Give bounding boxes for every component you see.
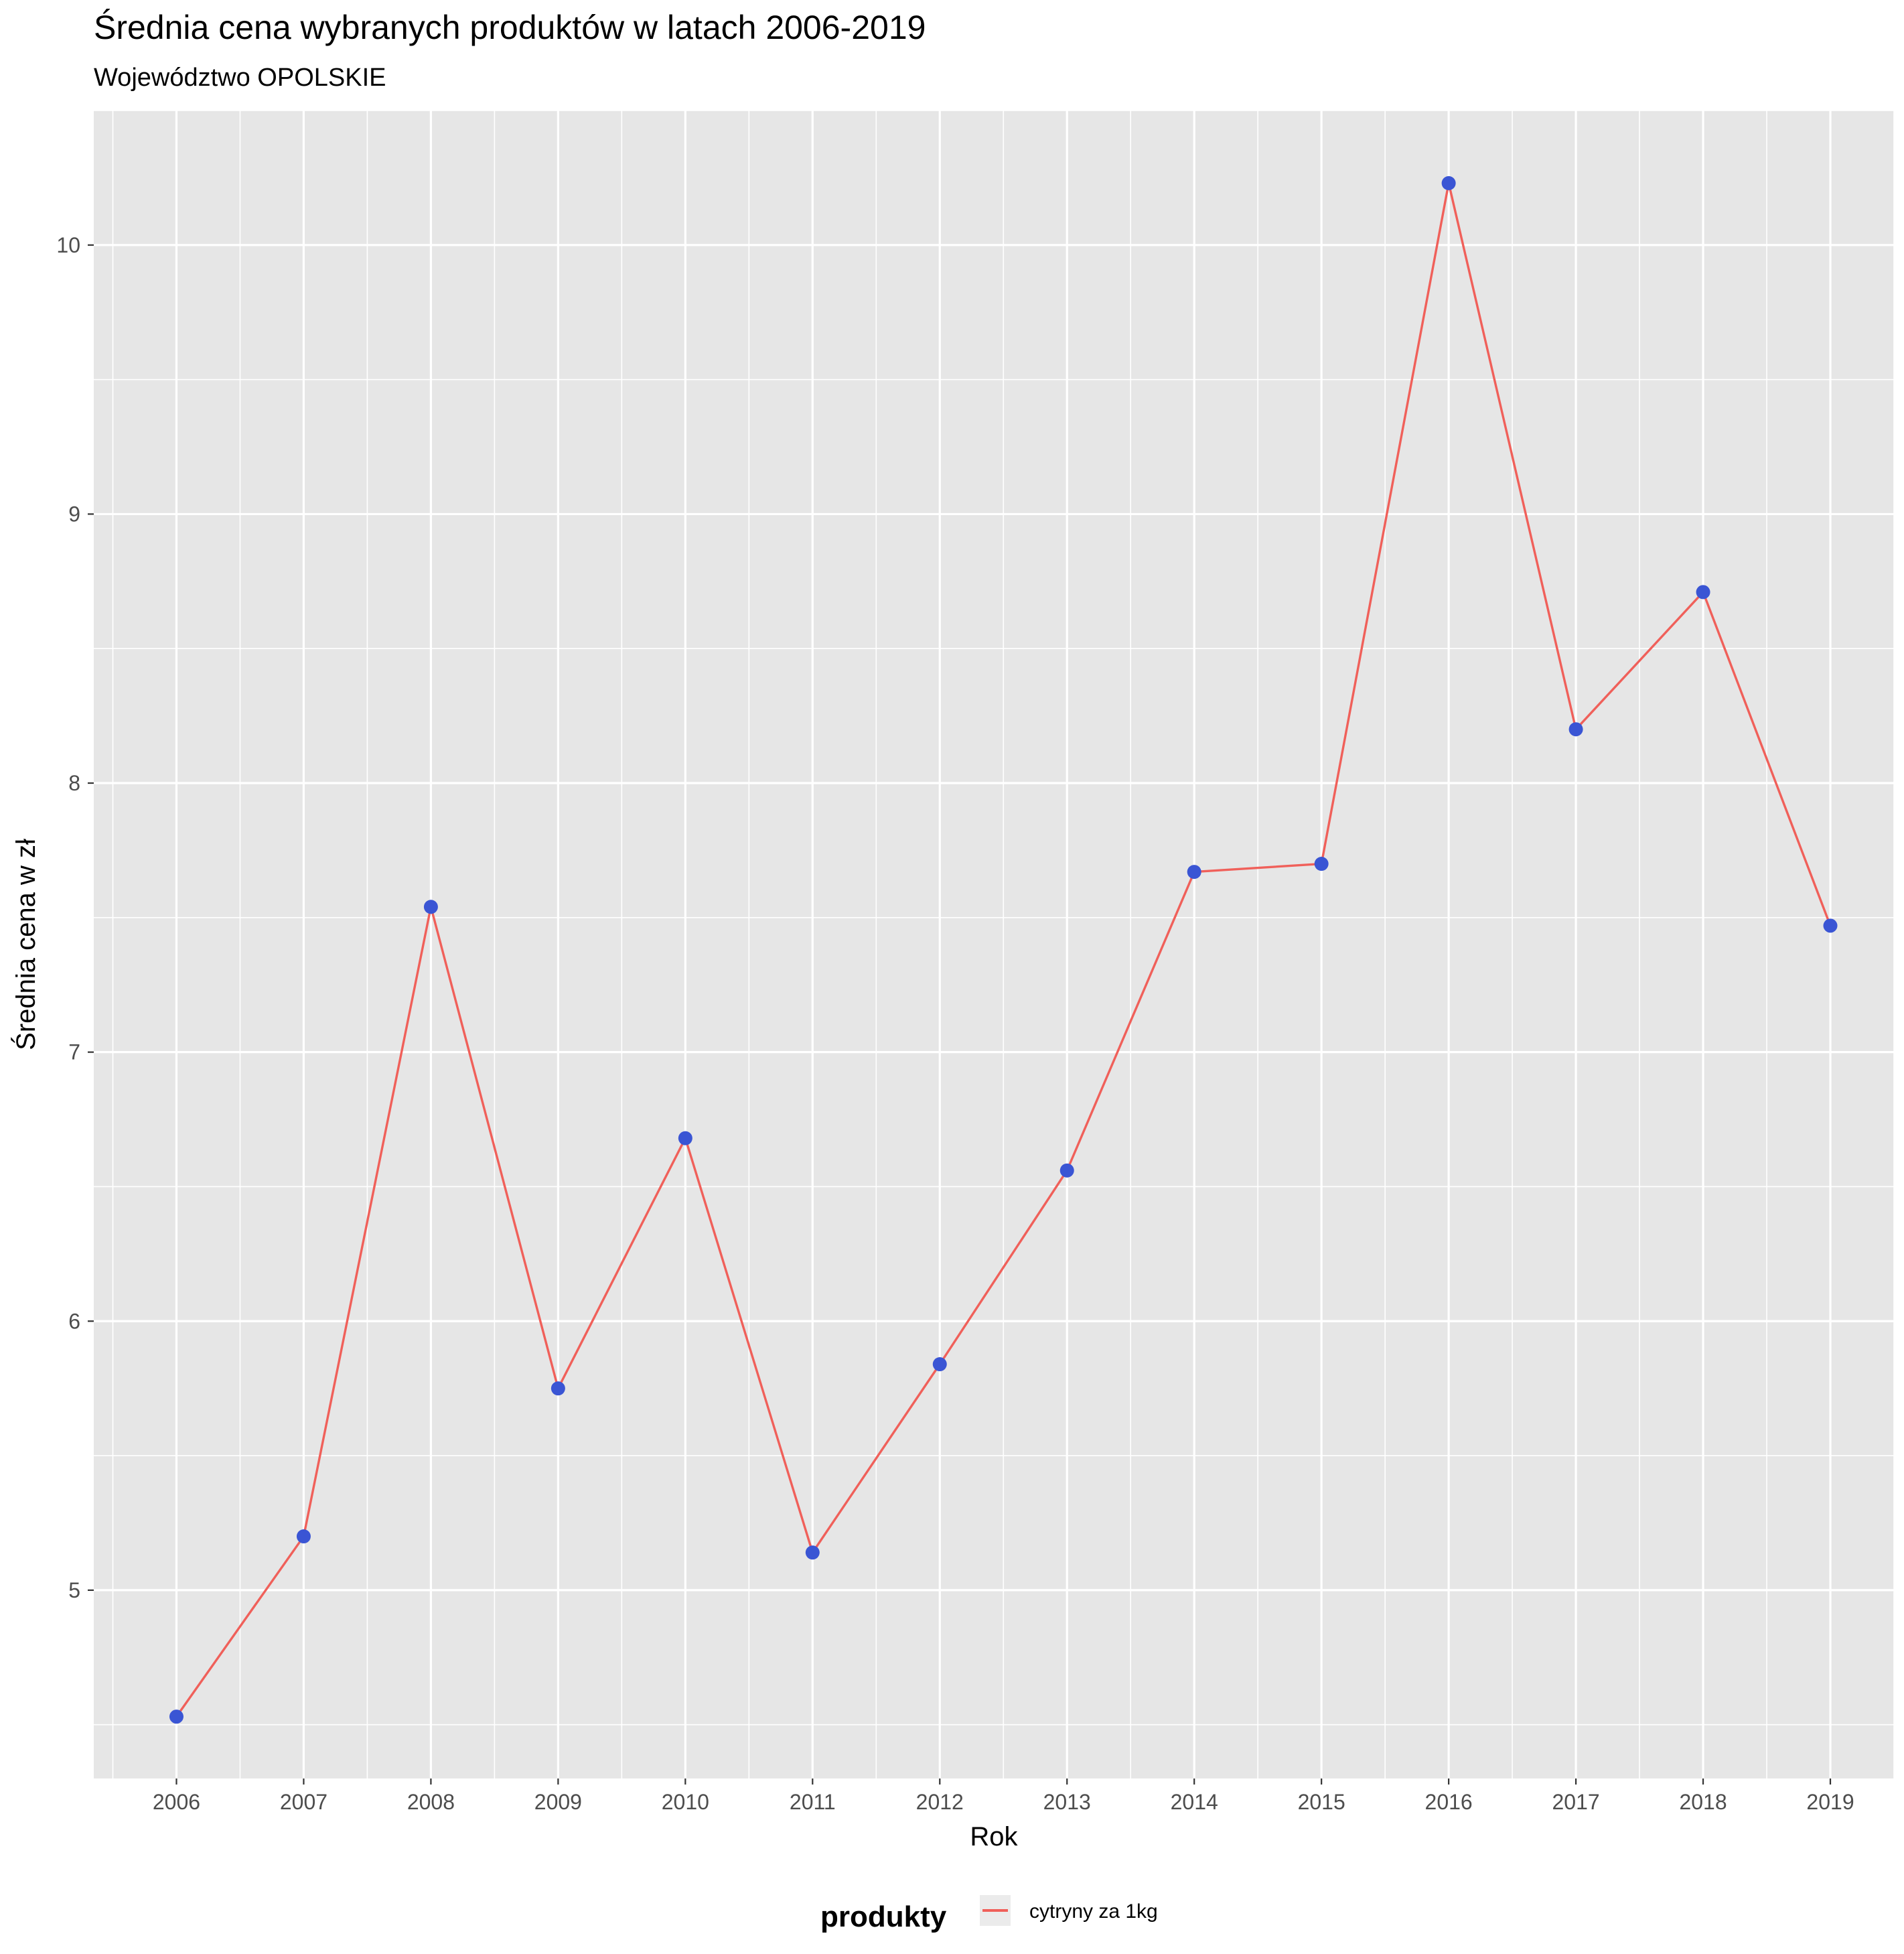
- x-tick-label: 2007: [280, 1790, 327, 1814]
- x-tick-label: 2012: [916, 1790, 964, 1814]
- x-tick-label: 2010: [662, 1790, 709, 1814]
- data-point: [1314, 857, 1329, 871]
- data-point: [169, 1709, 184, 1724]
- x-axis: 2006 2007 2008 2009 2010 2011 2012 2013 2014 2015…: [153, 1778, 1854, 1814]
- data-point: [1187, 865, 1201, 880]
- chart-title: Średnia cena wybranych produktów w latac…: [94, 8, 926, 46]
- legend: produkty cytryny za 1kg: [820, 1895, 1158, 1933]
- y-tick-label: 8: [68, 771, 80, 795]
- grid-major: [94, 111, 1894, 1778]
- y-axis: 5 6 7 8 9 10: [56, 233, 94, 1602]
- x-tick-label: 2018: [1679, 1790, 1727, 1814]
- legend-title: produkty: [820, 1900, 947, 1933]
- data-point: [1696, 585, 1710, 600]
- series-lines: [175, 182, 1832, 1718]
- data-point: [551, 1381, 565, 1396]
- x-tick-label: 2019: [1806, 1790, 1854, 1814]
- y-tick-label: 7: [68, 1040, 80, 1064]
- legend-label: cytryny za 1kg: [1029, 1900, 1158, 1923]
- plot-panel: [94, 111, 1894, 1778]
- y-tick-label: 6: [68, 1309, 80, 1333]
- series-line: [175, 182, 1832, 1718]
- data-point: [932, 1357, 947, 1372]
- grid-minor: [94, 110, 1895, 1778]
- x-tick-label: 2009: [534, 1790, 582, 1814]
- chart-subtitle: Województwo OPOLSKIE: [94, 64, 386, 92]
- y-axis-title: Średnia cena w zł: [10, 839, 41, 1050]
- data-point: [296, 1529, 311, 1544]
- x-tick-label: 2006: [153, 1790, 200, 1814]
- x-tick-label: 2016: [1425, 1790, 1473, 1814]
- y-tick-label: 10: [56, 233, 80, 257]
- x-tick-label: 2014: [1171, 1790, 1218, 1814]
- x-tick-label: 2017: [1552, 1790, 1599, 1814]
- data-point: [1441, 176, 1456, 190]
- series-points: [169, 176, 1838, 1724]
- x-tick-label: 2011: [790, 1790, 836, 1814]
- x-axis-title: Rok: [970, 1822, 1018, 1852]
- x-tick-label: 2013: [1043, 1790, 1091, 1814]
- data-point: [1059, 1163, 1074, 1178]
- x-tick-label: 2015: [1298, 1790, 1345, 1814]
- data-point: [423, 900, 438, 914]
- data-point: [805, 1545, 820, 1560]
- x-tick-label: 2008: [407, 1790, 455, 1814]
- y-tick-label: 9: [68, 502, 80, 526]
- y-tick-label: 5: [68, 1578, 80, 1602]
- data-point: [678, 1131, 692, 1145]
- data-point: [1823, 918, 1838, 933]
- data-point: [1568, 722, 1583, 737]
